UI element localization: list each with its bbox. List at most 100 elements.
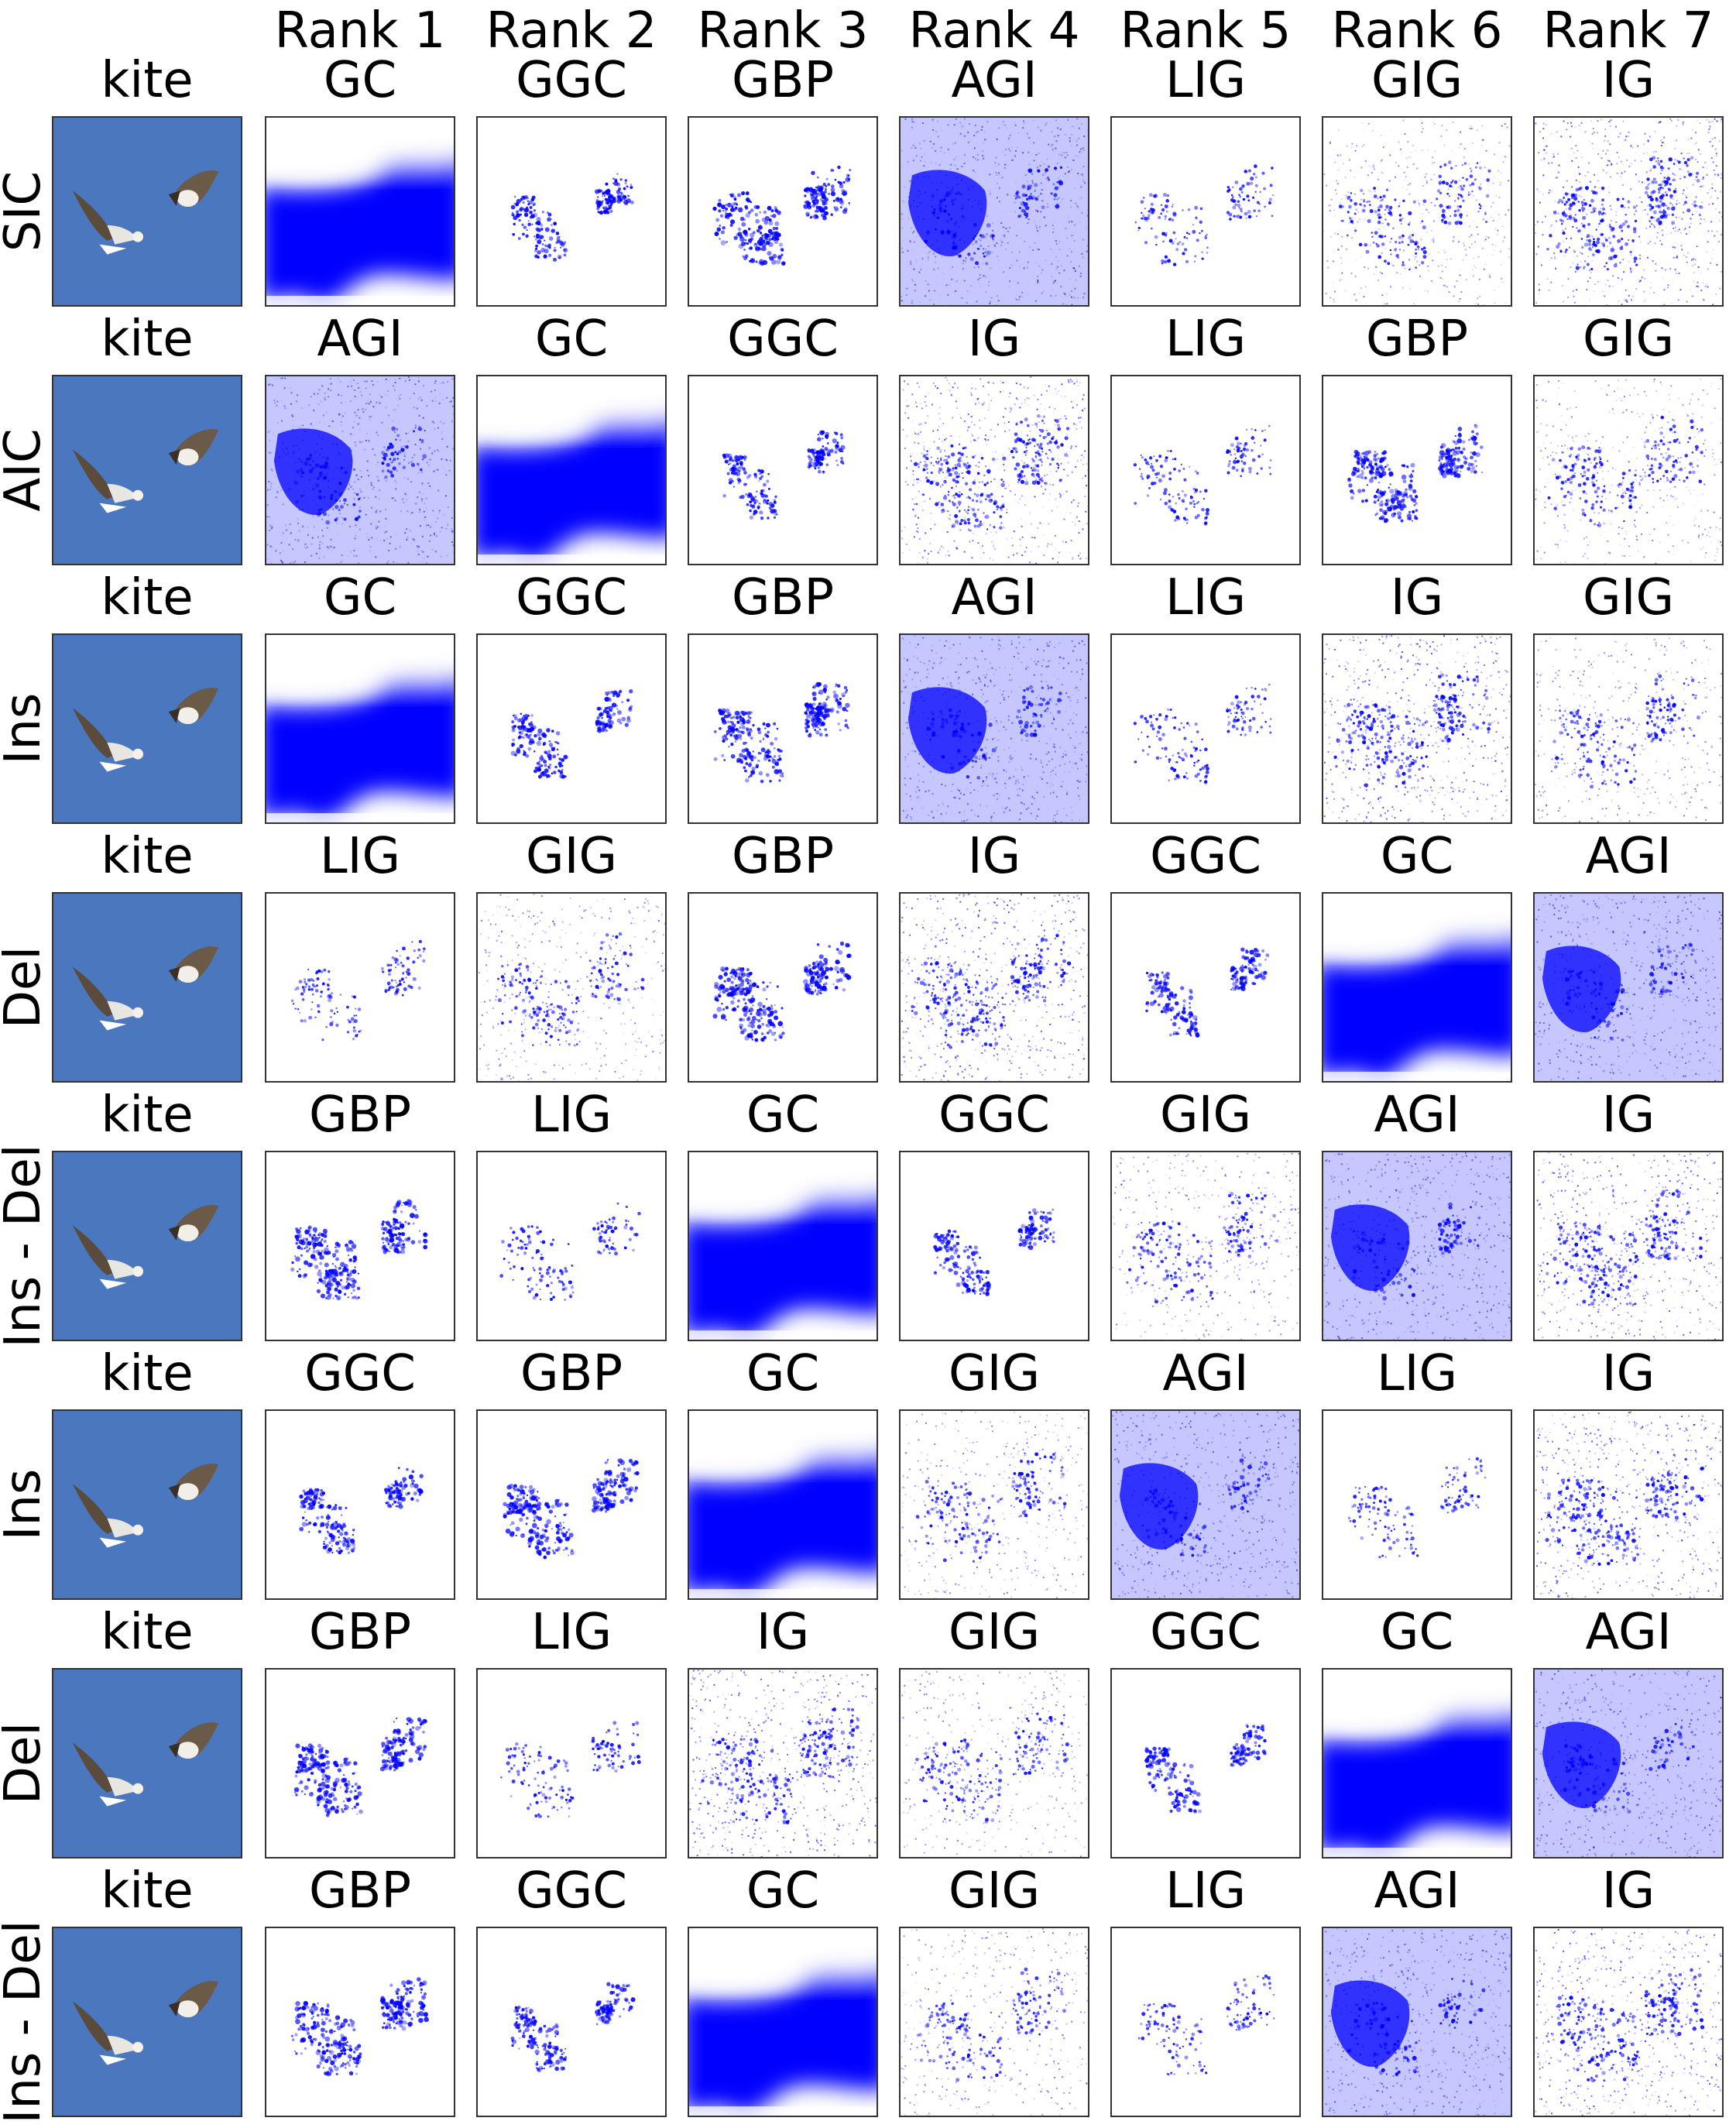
attribution-map-gbp — [1322, 375, 1512, 565]
image-title: kite — [39, 1090, 256, 1140]
method-title: GBP — [252, 1090, 468, 1140]
image-title: kite — [39, 573, 256, 623]
attribution-map-gc — [1322, 892, 1512, 1083]
attribution-map-lig — [1110, 633, 1301, 824]
method-title: LIG — [1097, 573, 1314, 623]
attribution-map-agi — [1322, 1927, 1512, 2117]
method-title: GGC — [886, 1090, 1103, 1140]
row-label: Ins - Del — [0, 1145, 52, 1348]
kite-image — [52, 375, 242, 565]
attribution-map-ig — [899, 892, 1089, 1083]
method-title: LIG — [252, 832, 468, 881]
attribution-map-gc — [688, 1151, 878, 1341]
kite-image — [52, 1927, 242, 2117]
attribution-map-gbp — [265, 1151, 455, 1341]
rank-header: Rank 4 — [886, 6, 1103, 56]
attribution-map-ggc — [265, 1409, 455, 1600]
method-title: GC — [1309, 832, 1525, 881]
attribution-map-agi — [899, 633, 1089, 824]
method-title: GGC — [1097, 832, 1314, 881]
attribution-map-gc — [1322, 1668, 1512, 1859]
method-title: GC — [463, 314, 680, 364]
attribution-map-ggc — [1110, 1668, 1301, 1859]
method-title: AGI — [1520, 1608, 1736, 1657]
kite-image — [52, 116, 242, 307]
method-title: AGI — [886, 56, 1103, 105]
method-title: GIG — [886, 1866, 1103, 1916]
rank-header: Rank 3 — [674, 6, 891, 56]
attribution-map-gc — [265, 116, 455, 307]
method-title: AGI — [1097, 1349, 1314, 1399]
attribution-map-agi — [1322, 1151, 1512, 1341]
attribution-map-gc — [688, 1927, 878, 2117]
attribution-map-gc — [688, 1409, 878, 1600]
method-title: GIG — [463, 832, 680, 881]
method-title: GIG — [886, 1608, 1103, 1657]
attribution-map-ggc — [476, 1927, 667, 2117]
method-title: GBP — [674, 832, 891, 881]
row-label: Ins — [0, 1469, 52, 1541]
attribution-map-agi — [265, 375, 455, 565]
method-title: GGC — [463, 1866, 680, 1916]
method-title: GGC — [674, 314, 891, 364]
method-title: GC — [1309, 1608, 1525, 1657]
attribution-map-agi — [1110, 1409, 1301, 1600]
method-title: GGC — [463, 573, 680, 623]
attribution-map-lig — [1322, 1409, 1512, 1600]
method-title: AGI — [1309, 1090, 1525, 1140]
attribution-map-gig — [1533, 633, 1724, 824]
attribution-map-gig — [899, 1927, 1089, 2117]
method-title: GIG — [886, 1349, 1103, 1399]
method-title: LIG — [463, 1090, 680, 1140]
attribution-map-gc — [476, 375, 667, 565]
method-title: AGI — [886, 573, 1103, 623]
attribution-map-ig — [1533, 116, 1724, 307]
image-title: kite — [39, 1608, 256, 1657]
method-title: IG — [674, 1608, 891, 1657]
method-title: GC — [252, 573, 468, 623]
attribution-map-agi — [1533, 1668, 1724, 1859]
method-title: LIG — [1309, 1349, 1525, 1399]
method-title: GBP — [252, 1866, 468, 1916]
row-label: Ins - Del — [0, 1920, 52, 2124]
method-title: GIG — [1097, 1090, 1314, 1140]
kite-image — [52, 1151, 242, 1341]
attribution-map-ggc — [899, 1151, 1089, 1341]
method-title: LIG — [463, 1608, 680, 1657]
method-title: AGI — [252, 314, 468, 364]
row-label: SIC — [0, 171, 52, 252]
attribution-map-gig — [899, 1668, 1089, 1859]
image-title: kite — [39, 1866, 256, 1916]
attribution-map-gbp — [688, 892, 878, 1083]
attribution-map-ggc — [1110, 892, 1301, 1083]
attribution-map-ig — [1533, 1409, 1724, 1600]
method-title: IG — [1520, 1349, 1736, 1399]
method-title: GGC — [463, 56, 680, 105]
attribution-map-agi — [1533, 892, 1724, 1083]
attribution-map-lig — [1110, 375, 1301, 565]
image-title: kite — [39, 314, 256, 364]
method-title: AGI — [1309, 1866, 1525, 1916]
method-title: GBP — [674, 573, 891, 623]
method-title: GIG — [1309, 56, 1525, 105]
method-title: GBP — [252, 1608, 468, 1657]
method-title: IG — [1520, 1090, 1736, 1140]
method-title: GC — [674, 1090, 891, 1140]
image-title: kite — [39, 56, 256, 105]
method-title: GIG — [1520, 314, 1736, 364]
attribution-map-gbp — [688, 633, 878, 824]
attribution-map-lig — [1110, 1927, 1301, 2117]
attribution-map-gbp — [688, 116, 878, 307]
attribution-map-gig — [1322, 116, 1512, 307]
rank-header: Rank 1 — [252, 6, 468, 56]
method-title: GC — [252, 56, 468, 105]
method-title: GC — [674, 1349, 891, 1399]
method-title: IG — [1309, 573, 1525, 623]
row-label: Del — [0, 1722, 52, 1804]
kite-image — [52, 892, 242, 1083]
method-title: IG — [886, 832, 1103, 881]
attribution-map-agi — [899, 116, 1089, 307]
attribution-map-ig — [688, 1668, 878, 1859]
attribution-map-gig — [1533, 375, 1724, 565]
